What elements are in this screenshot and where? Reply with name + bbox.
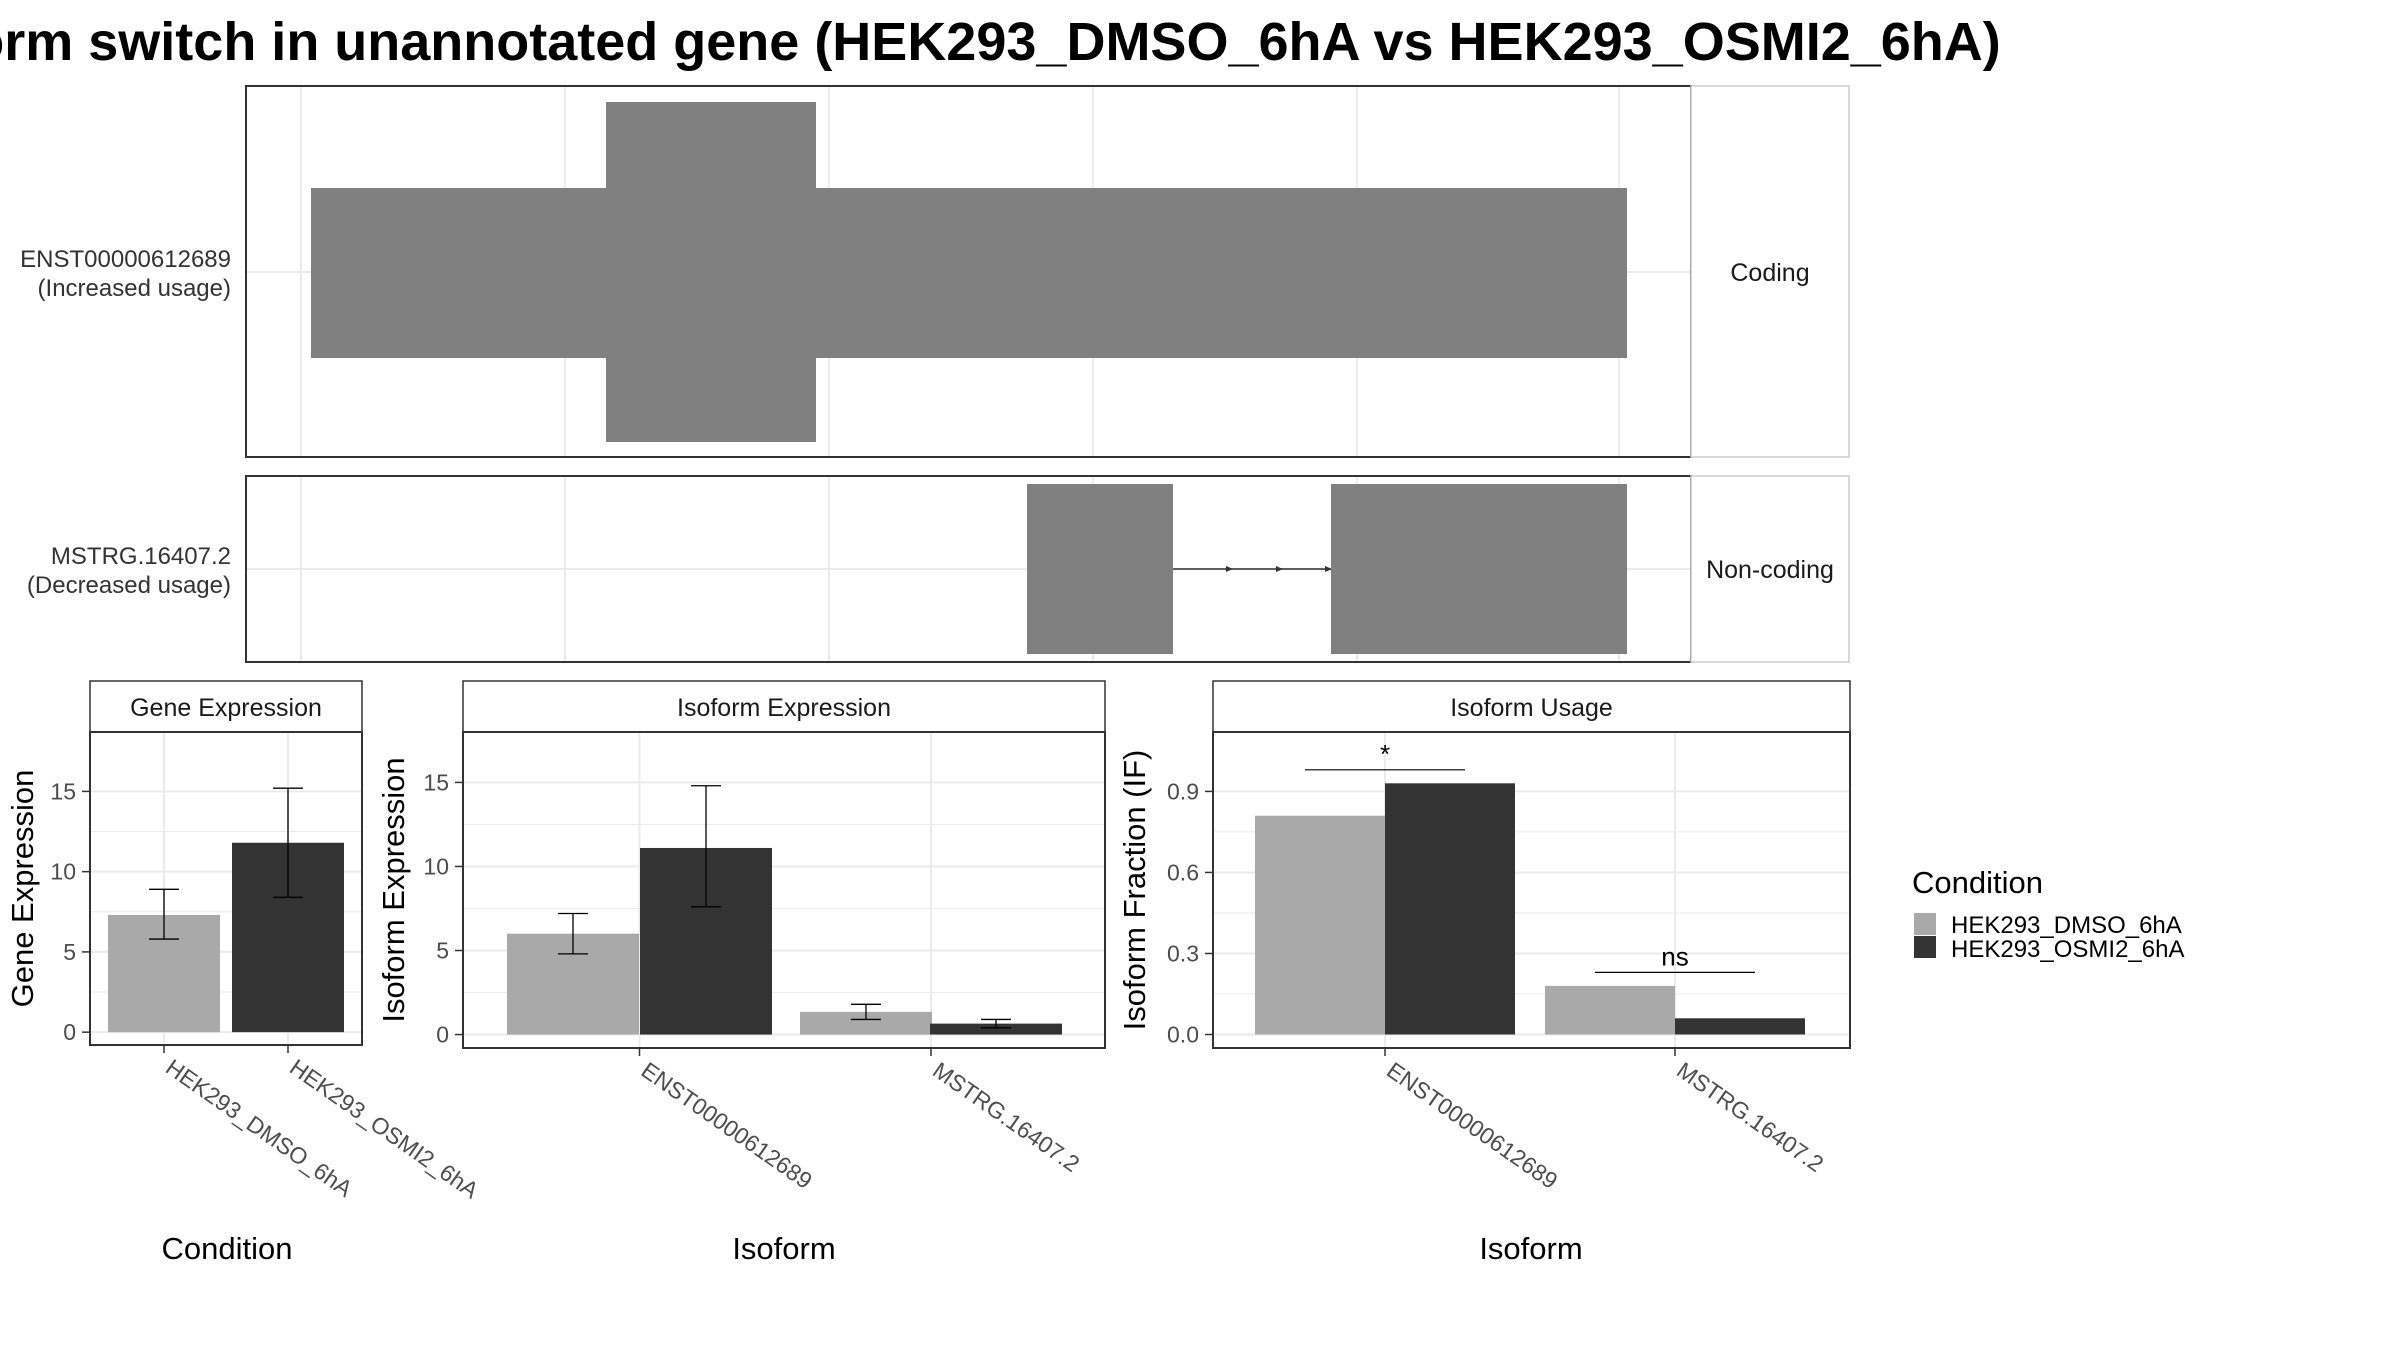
bar xyxy=(1545,985,1675,1035)
legend-title: Condition xyxy=(1912,865,2043,900)
transcript-panel-coding: Coding ENST00000612689 (Increased usage) xyxy=(20,85,1850,458)
significance-label: * xyxy=(1380,739,1390,769)
bar xyxy=(930,1023,1062,1035)
transcript-id-noncoding: MSTRG.16407.2 xyxy=(51,543,231,570)
transcript-category-coding: Coding xyxy=(1730,259,1809,287)
x-tick-label: ENST00000612689 xyxy=(1382,1057,1562,1194)
isoform-usage-chart: Isoform Usage * ns 0.0 0.3 0.6 0.9 ENST00000612… xyxy=(1117,680,1851,1266)
panel-border xyxy=(462,731,1106,1049)
y-tick-label: 10 xyxy=(50,859,76,885)
significance-label: ns xyxy=(1661,941,1688,971)
strip-right xyxy=(1690,85,1850,458)
y-axis-title: Gene Expression xyxy=(5,770,40,1008)
y-tick-label: 15 xyxy=(50,778,76,804)
legend-swatch-osmi2 xyxy=(1914,936,1936,958)
y-tick-label: 10 xyxy=(423,853,449,879)
y-tick-label: 0.3 xyxy=(1167,940,1199,966)
exon-block xyxy=(1331,484,1627,654)
panel-strip xyxy=(89,680,363,733)
transcript-category-noncoding: Non-coding xyxy=(1706,556,1834,584)
panel-strip xyxy=(1212,680,1851,733)
y-tick-label: 0.6 xyxy=(1167,859,1199,885)
legend-label-osmi2: HEK293_OSMI2_6hA xyxy=(1951,936,2184,963)
y-axis-title: Isoform Fraction (IF) xyxy=(1117,750,1152,1031)
x-axis-title: Condition xyxy=(162,1231,293,1266)
strip-right xyxy=(1690,475,1850,663)
exon-block xyxy=(606,102,816,442)
bar xyxy=(1255,815,1385,1035)
x-tick-label: ENST00000612689 xyxy=(637,1057,817,1194)
exon-block xyxy=(311,188,1627,358)
panel-title: Gene Expression xyxy=(130,694,322,722)
error-bar xyxy=(851,1003,881,1021)
transcript-panel-noncoding: Non-coding MSTRG.16407.2 (Decreased usag… xyxy=(27,475,1850,663)
error-bar xyxy=(981,1018,1011,1029)
y-tick-label: 0.9 xyxy=(1167,778,1199,804)
error-bar xyxy=(558,912,588,955)
y-tick-label: 5 xyxy=(436,938,449,964)
exon-block xyxy=(1027,484,1173,654)
y-tick-label: 0 xyxy=(436,1022,449,1048)
bar xyxy=(800,1011,932,1035)
y-tick-label: 5 xyxy=(63,939,76,965)
isoform-expression-chart: Isoform Expression 0 5 10 15 ENST00000612689 M… xyxy=(376,680,1106,1266)
y-axis-title: Isoform Expression xyxy=(376,757,411,1022)
error-bar xyxy=(149,888,179,940)
transcript-id-coding: ENST00000612689 xyxy=(20,246,231,273)
transcript-usage-coding: (Increased usage) xyxy=(38,275,231,302)
intron-arrows xyxy=(1226,566,1332,572)
transcript-usage-noncoding: (Decreased usage) xyxy=(27,572,231,599)
x-tick-label: MSTRG.16407.2 xyxy=(928,1057,1084,1177)
legend: Condition HEK293_DMSO_6hA HEK293_OSMI2_6… xyxy=(1912,865,2184,963)
panel-border xyxy=(89,731,363,1046)
bar xyxy=(1675,1018,1805,1035)
panel-strip xyxy=(462,680,1106,733)
x-axis-title: Isoform xyxy=(732,1231,835,1266)
error-bar xyxy=(691,785,721,908)
y-tick-label: 0.0 xyxy=(1167,1021,1199,1047)
y-tick-label: 0 xyxy=(63,1019,76,1045)
legend-label-dmso: HEK293_DMSO_6hA xyxy=(1951,912,2182,939)
panel-border xyxy=(1212,731,1851,1049)
error-bar xyxy=(273,787,303,898)
x-tick-label: MSTRG.16407.2 xyxy=(1672,1057,1828,1177)
gene-expression-chart: Gene Expression051015HEK293_DMSO_6hAHEK2… xyxy=(5,680,484,1266)
bar xyxy=(1385,783,1515,1035)
y-tick-label: 15 xyxy=(423,769,449,795)
panel-title: Isoform Expression xyxy=(677,694,891,722)
plot-title: Isoform switch in unannotated gene (HEK2… xyxy=(0,12,2001,72)
x-axis-title: Isoform xyxy=(1479,1231,1582,1266)
legend-swatch-dmso xyxy=(1914,913,1936,935)
panel-title: Isoform Usage xyxy=(1450,694,1613,722)
